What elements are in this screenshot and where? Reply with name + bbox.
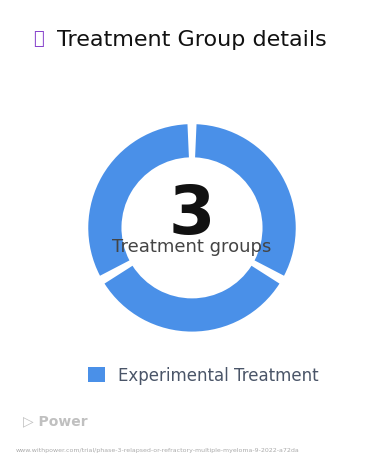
- Wedge shape: [195, 124, 296, 276]
- Text: 3: 3: [169, 182, 215, 248]
- Text: www.withpower.com/trial/phase-3-relapsed-or-refractory-multiple-myeloma-9-2022-a: www.withpower.com/trial/phase-3-relapsed…: [15, 448, 299, 452]
- Text: ▷ Power: ▷ Power: [23, 414, 88, 428]
- Wedge shape: [88, 124, 189, 276]
- Text: Treatment Group details: Treatment Group details: [57, 30, 327, 50]
- Text: 👥: 👥: [33, 30, 44, 48]
- Wedge shape: [104, 266, 280, 332]
- Text: Treatment groups: Treatment groups: [112, 238, 272, 256]
- Legend: Experimental Treatment: Experimental Treatment: [88, 366, 319, 385]
